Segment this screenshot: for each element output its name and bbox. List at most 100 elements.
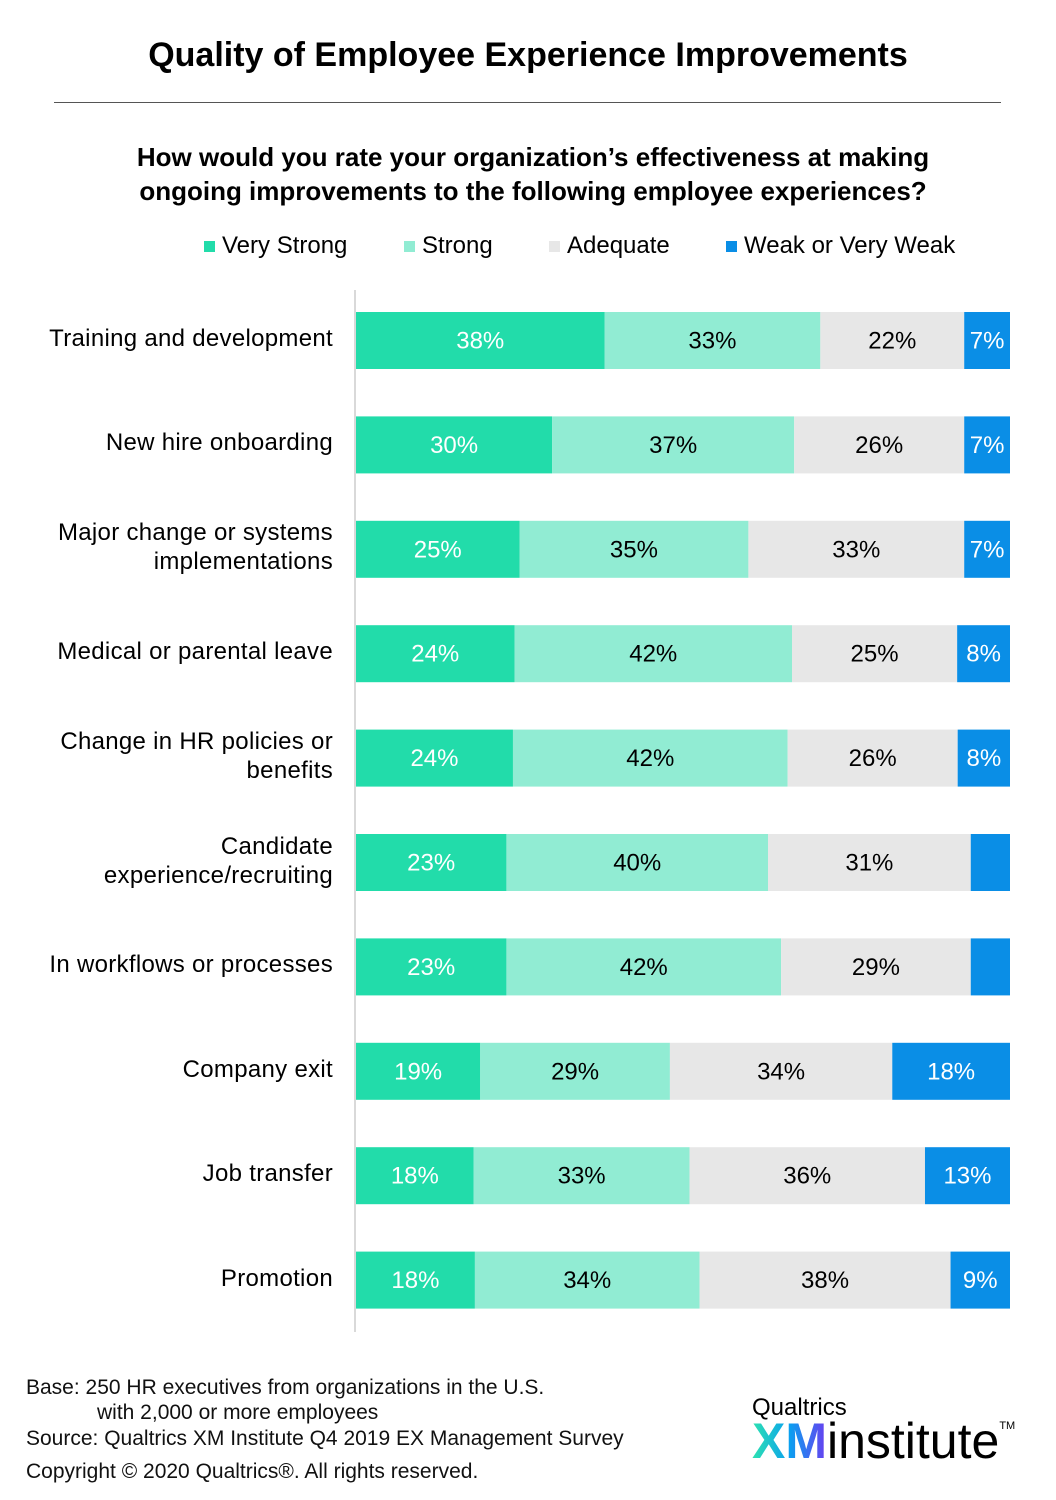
bar-segment: [474, 1251, 700, 1309]
bar-segment: [356, 1147, 474, 1205]
bar-segment: [792, 625, 958, 683]
bar-segment: [957, 729, 1010, 787]
bar-segment: [781, 938, 971, 996]
data-label: 18%: [391, 1267, 439, 1294]
footer-copyright: Copyright © 2020 Qualtrics®. All rights …: [26, 1460, 479, 1483]
bar-segment: [506, 938, 782, 996]
data-label: 31%: [845, 850, 893, 877]
data-label: 13%: [943, 1163, 991, 1190]
data-label: 23%: [407, 954, 455, 981]
data-label: 19%: [394, 1058, 442, 1085]
bar-segment: [604, 312, 821, 369]
bar-segment: [768, 834, 971, 891]
legend-swatch: [549, 240, 560, 252]
bar-segment: [689, 1147, 925, 1205]
bar-segment: [356, 312, 605, 369]
data-label: 23%: [407, 850, 455, 877]
bar-segment: [970, 938, 1010, 996]
bar-segment: [356, 729, 513, 787]
data-label: 18%: [391, 1163, 439, 1190]
bar-segment: [480, 1042, 670, 1100]
data-label: 30%: [430, 432, 478, 459]
bar-segment: [356, 520, 520, 578]
bar-segment: [669, 1042, 893, 1100]
footer-base-cont: with 2,000 or more employees: [97, 1401, 379, 1424]
data-label: 42%: [620, 954, 668, 981]
data-label: 7%: [970, 432, 1005, 459]
bar-segment: [356, 1042, 481, 1100]
bar-segment: [787, 729, 958, 787]
category-label: Job transfer: [202, 1160, 333, 1188]
bar-segment: [356, 416, 553, 474]
legend-item-0: Very Strong: [204, 232, 347, 260]
data-label: 40%: [613, 850, 661, 877]
data-label: 24%: [410, 745, 458, 772]
data-label: 33%: [558, 1163, 606, 1190]
data-label: 18%: [927, 1058, 975, 1085]
bar-segment: [964, 416, 1010, 474]
logo-xm: XM: [752, 1413, 827, 1469]
qualtrics-xm-institute-logo: Qualtrics XMinstituteTM: [752, 1394, 1015, 1470]
category-label: In workflows or processes: [49, 951, 333, 979]
bar-segment: [519, 520, 749, 578]
bar-segment: [473, 1147, 690, 1205]
data-label: 33%: [688, 328, 736, 355]
category-label: Major change or systems implementations: [57, 519, 333, 576]
data-label: 25%: [851, 641, 899, 668]
data-label: 42%: [626, 745, 674, 772]
category-label: Promotion: [220, 1264, 333, 1292]
footer-base: Base: 250 HR executives from organizatio…: [26, 1376, 545, 1399]
bar-segment: [356, 625, 515, 683]
bar-segment: [970, 834, 1010, 891]
bar-segment: [748, 520, 965, 578]
logo-institute: institute: [827, 1413, 1000, 1469]
legend-item-3: Weak or Very Weak: [726, 232, 955, 260]
bar-segment: [512, 729, 788, 787]
category-label: New hire onboarding: [105, 429, 333, 457]
bar-segment: [552, 416, 795, 474]
legend-item-2: Adequate: [549, 232, 670, 260]
data-label: 34%: [757, 1058, 805, 1085]
category-label: Medical or parental leave: [57, 638, 333, 666]
legend-swatch: [404, 240, 415, 252]
data-label: 36%: [783, 1163, 831, 1190]
legend: Very Strong Strong Adequate Weak or Very We…: [0, 232, 1056, 262]
data-label: 38%: [801, 1267, 849, 1294]
bar-segment: [924, 1147, 1010, 1205]
data-label: 8%: [966, 745, 1001, 772]
data-label: 25%: [414, 536, 462, 563]
bar-segment: [964, 520, 1010, 578]
category-label: Company exit: [182, 1055, 333, 1083]
bar-segment: [506, 834, 769, 891]
legend-label: Strong: [422, 232, 493, 259]
footer-source: Source: Qualtrics XM Institute Q4 2019 E…: [26, 1427, 624, 1450]
bar-segment: [514, 625, 792, 683]
bar-segment: [794, 416, 965, 474]
bar-segment: [699, 1251, 951, 1309]
bar-segment: [356, 834, 507, 891]
data-label: 37%: [649, 432, 697, 459]
data-label: 42%: [629, 641, 677, 668]
data-label: 9%: [963, 1267, 998, 1294]
category-label: Change in HR policies or benefits: [60, 728, 333, 785]
chart-title: Quality of Employee Experience Improveme…: [148, 36, 908, 74]
data-label: 34%: [563, 1267, 611, 1294]
data-label: 7%: [970, 328, 1005, 355]
data-label: 8%: [966, 641, 1001, 668]
data-label: 38%: [456, 328, 504, 355]
data-label: 29%: [852, 954, 900, 981]
data-label: 26%: [855, 432, 903, 459]
bar-segment: [892, 1042, 1010, 1100]
legend-swatch: [204, 240, 215, 252]
data-label: 7%: [970, 536, 1005, 563]
logo-qualtrics: Qualtrics: [752, 1394, 847, 1421]
data-label: 22%: [868, 328, 916, 355]
category-label: Training and development: [49, 325, 333, 352]
data-label: 24%: [411, 641, 459, 668]
legend-label: Weak or Very Weak: [744, 232, 956, 259]
data-label: 35%: [610, 536, 658, 563]
bar-segment: [356, 1251, 475, 1309]
bar-segment: [950, 1251, 1010, 1309]
legend-label: Very Strong: [222, 232, 348, 259]
